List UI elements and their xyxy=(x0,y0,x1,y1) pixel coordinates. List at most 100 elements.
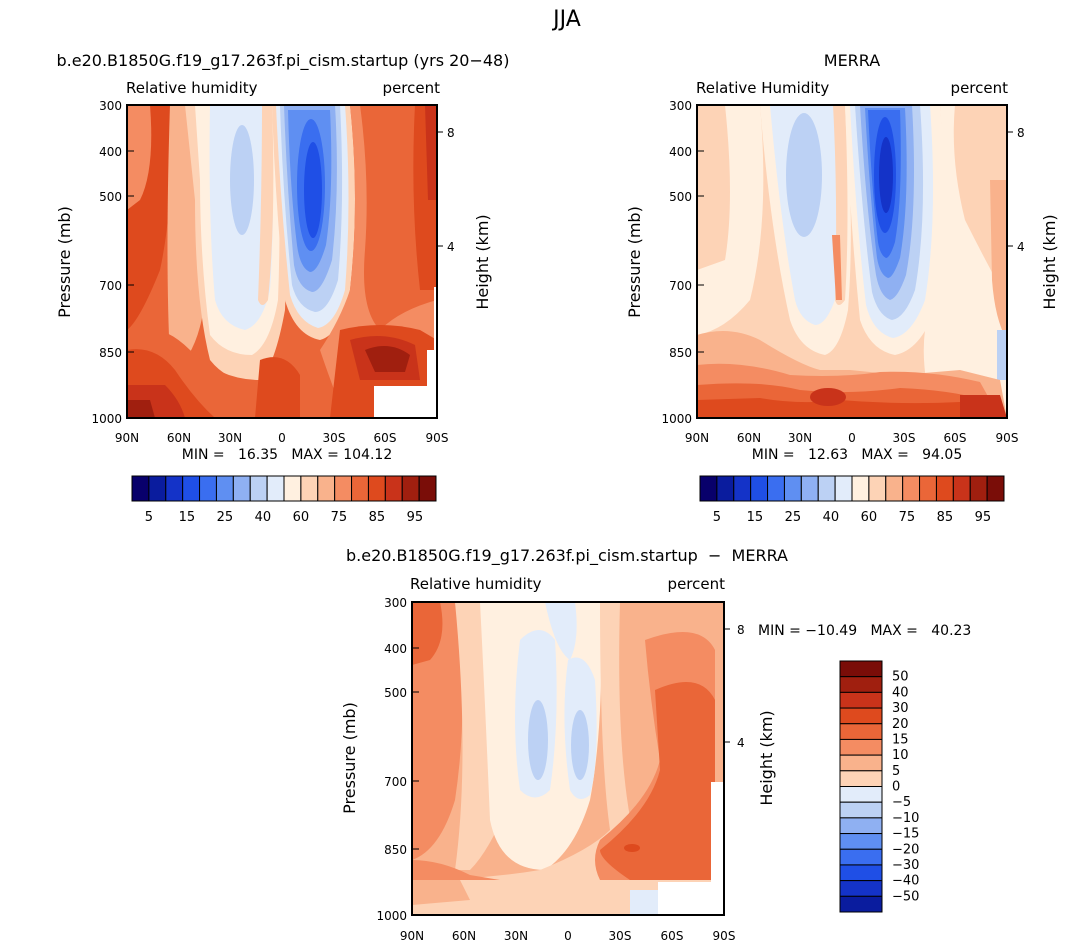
colorbar-swatch xyxy=(249,475,268,502)
variable-label: Relative humidity xyxy=(126,79,258,97)
colorbar-swatch xyxy=(868,475,887,502)
colorbar-swatch xyxy=(232,475,251,502)
colorbar-swatch xyxy=(699,475,718,502)
colorbar-label: 85 xyxy=(937,510,954,525)
colorbar-swatch xyxy=(215,475,234,502)
y-tick-label: 1000 xyxy=(661,412,692,426)
panel-title: MERRA xyxy=(824,51,881,70)
colorbar-swatch xyxy=(902,475,921,502)
colorbar-swatch xyxy=(334,475,353,502)
y2-axis-title: Height (km) xyxy=(1040,214,1059,309)
colorbar-swatch xyxy=(131,475,150,502)
colorbar-label: 5 xyxy=(145,510,153,525)
colorbar-swatch xyxy=(839,691,883,709)
stats-label: MIN = −10.49 MAX = 40.23 xyxy=(758,623,971,639)
colorbar-label: 30 xyxy=(892,701,909,716)
y-tick-label: 300 xyxy=(384,596,407,610)
y-tick-label: 400 xyxy=(99,145,122,159)
units-label: percent xyxy=(668,575,726,593)
colorbar-label: 60 xyxy=(861,510,878,525)
colorbar-swatch xyxy=(919,475,937,502)
colorbar-label: 15 xyxy=(179,510,196,525)
x-tick-label: 60N xyxy=(452,929,476,943)
colorbar-swatch xyxy=(165,475,184,502)
colorbar-label: 25 xyxy=(785,510,802,525)
x-tick-label: 60S xyxy=(944,431,967,445)
x-tick-label: 30S xyxy=(893,431,916,445)
colorbar-swatch xyxy=(839,864,883,882)
y2-tick-label: 8 xyxy=(737,623,745,637)
colorbar-swatch xyxy=(817,475,836,502)
y-tick-label: 400 xyxy=(384,642,407,656)
colorbar-swatch xyxy=(401,475,420,502)
y-tick-label: 850 xyxy=(384,843,407,857)
y-tick-label: 700 xyxy=(384,775,407,789)
page-title: JJA xyxy=(551,7,581,32)
colorbar-swatch xyxy=(839,676,883,693)
colorbar-label: −50 xyxy=(892,889,919,904)
colorbar-label: 75 xyxy=(331,510,348,525)
y-axis-title: Pressure (mb) xyxy=(340,702,359,814)
stats-label: MIN = 16.35 MAX = 104.12 xyxy=(182,447,393,463)
colorbar-swatch xyxy=(885,475,904,502)
colorbar-label: 50 xyxy=(892,670,909,685)
stats-label: MIN = 12.63 MAX = 94.05 xyxy=(752,447,963,463)
y-tick-label: 400 xyxy=(669,145,692,159)
x-axis: 90N 60N 30N 0 30S 60S 90S xyxy=(115,431,449,445)
y2-axis: 8 4 xyxy=(437,126,455,254)
x-tick-label: 30S xyxy=(609,929,632,943)
x-tick-label: 30N xyxy=(504,929,528,943)
y2-tick-label: 4 xyxy=(447,240,455,254)
colorbar-swatch xyxy=(351,475,369,502)
colorbar-swatch xyxy=(266,475,285,502)
y-axis-title: Pressure (mb) xyxy=(55,206,74,318)
colorbar-swatch xyxy=(148,475,167,502)
y-tick-label: 1000 xyxy=(91,412,122,426)
y2-axis-title: Height (km) xyxy=(473,214,492,309)
colorbar-swatch xyxy=(716,475,735,502)
panel-title: b.e20.B1850G.f19_g17.263f.pi_cism.startu… xyxy=(57,51,510,71)
panel-difference: b.e20.B1850G.f19_g17.263f.pi_cism.startu… xyxy=(340,546,971,943)
colorbar-swatch xyxy=(767,475,785,502)
colorbar-swatch xyxy=(839,754,883,772)
panel-title: b.e20.B1850G.f19_g17.263f.pi_cism.startu… xyxy=(346,546,788,566)
y-tick-label: 1000 xyxy=(376,909,407,923)
colorbar-swatch xyxy=(935,475,954,502)
variable-label: Relative humidity xyxy=(410,575,542,593)
y2-tick-label: 8 xyxy=(1017,126,1025,140)
y-tick-label: 700 xyxy=(669,279,692,293)
x-axis: 90N 60N 30N 0 30S 60S 90S xyxy=(685,431,1019,445)
colorbar-swatch xyxy=(839,801,883,819)
x-tick-label: 60N xyxy=(167,431,191,445)
colorbar-label: 15 xyxy=(747,510,764,525)
x-tick-label: 60S xyxy=(661,929,684,943)
x-tick-label: 60N xyxy=(737,431,761,445)
colorbar-label: 40 xyxy=(823,510,840,525)
colorbar-swatch xyxy=(839,660,883,678)
colorbar-label: 5 xyxy=(713,510,721,525)
colorbar-label: 60 xyxy=(293,510,310,525)
colorbar-swatch xyxy=(750,475,769,502)
x-axis: 90N 60N 30N 0 30S 60S 90S xyxy=(400,929,736,943)
colorbar-label: 85 xyxy=(369,510,386,525)
y-tick-label: 300 xyxy=(669,99,692,113)
colorbar-swatch xyxy=(839,723,883,740)
x-tick-label: 30S xyxy=(323,431,346,445)
colorbar-swatch xyxy=(384,475,403,502)
colorbar-label: 25 xyxy=(217,510,234,525)
y2-axis: 8 4 xyxy=(724,623,745,750)
x-tick-label: 30N xyxy=(218,431,242,445)
colorbar-swatch xyxy=(783,475,802,502)
y-tick-label: 700 xyxy=(99,279,122,293)
colorbar-swatch xyxy=(851,475,870,502)
colorbar-swatch xyxy=(418,475,437,502)
colorbar: 5 15 25 40 60 75 85 95 xyxy=(131,475,437,525)
y-tick-label: 500 xyxy=(384,686,407,700)
colorbar-swatch xyxy=(986,475,1005,502)
colorbar-swatch xyxy=(800,475,819,502)
y2-tick-label: 4 xyxy=(737,736,745,750)
colorbar-label: 20 xyxy=(892,717,909,732)
contour-field xyxy=(412,602,724,915)
